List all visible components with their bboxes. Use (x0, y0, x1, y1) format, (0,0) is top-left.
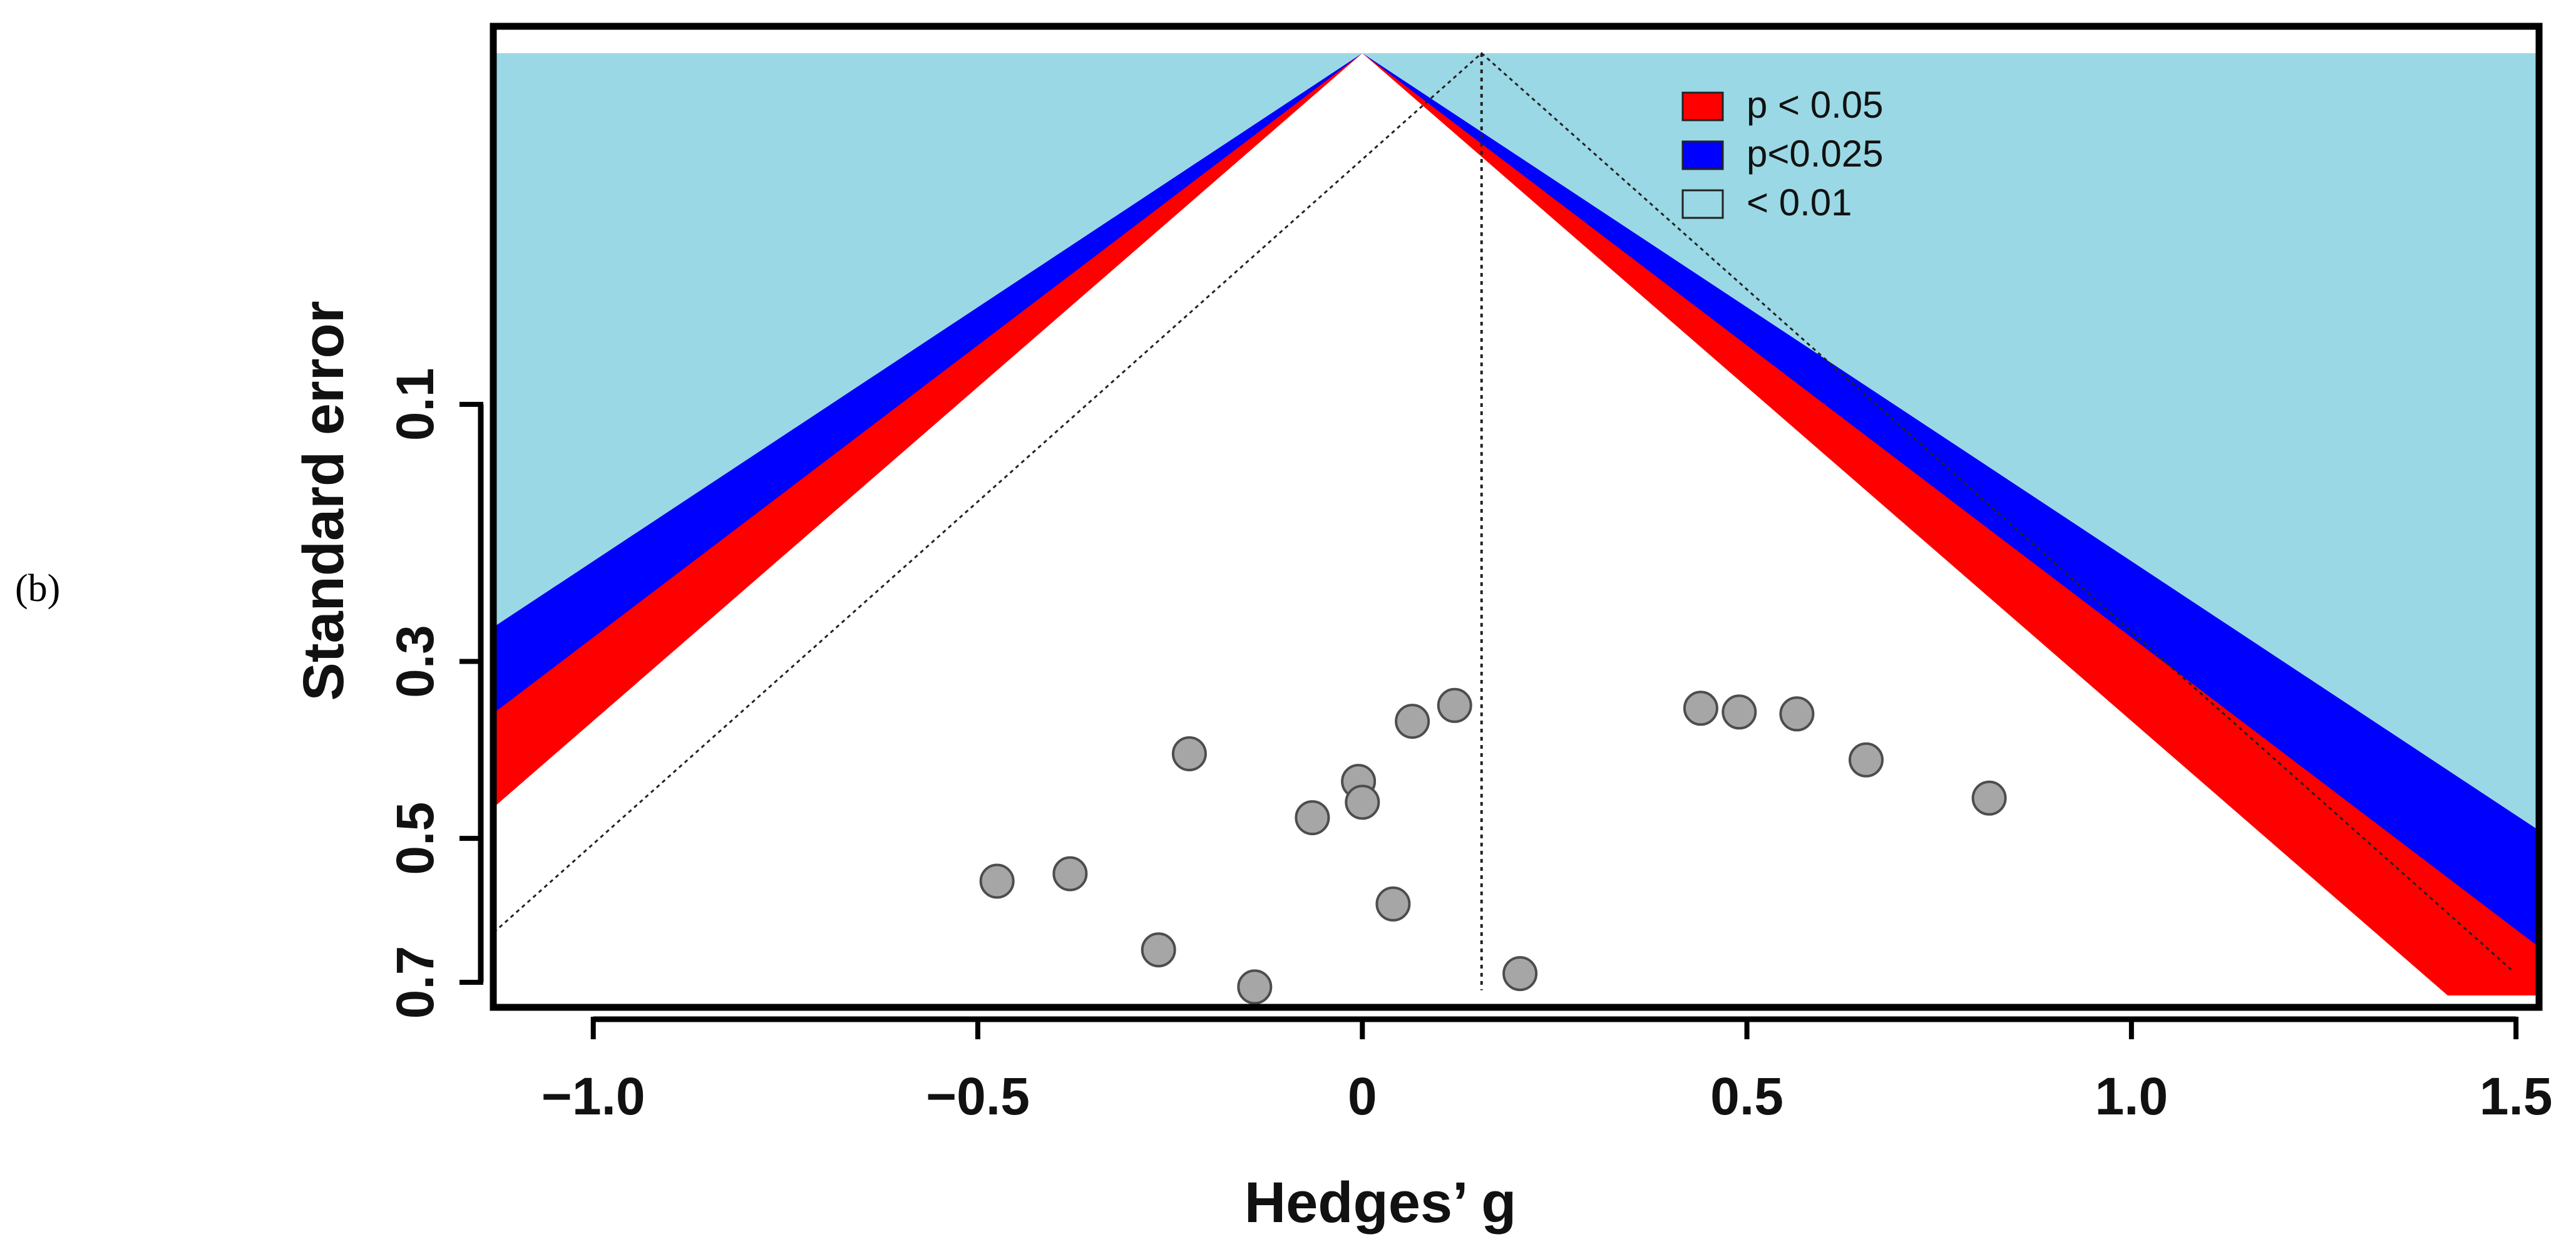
plot-frame (490, 23, 2543, 1011)
legend: p < 0.05 p<0.025 < 0.01 (1681, 84, 1884, 224)
x-axis-label: Hedges’ g (1244, 1171, 1517, 1235)
y-tick-label: 0.7 (386, 946, 444, 1019)
study-point-15 (1141, 932, 1176, 968)
panel-label: (b) (15, 567, 60, 610)
y-axis: 0.1 0.3 0.5 0.7 (386, 368, 484, 1019)
y-tick-label: 0.3 (386, 625, 444, 698)
x-tick-label: 0.5 (1710, 1067, 1783, 1126)
study-point-10 (1849, 742, 1884, 778)
x-axis: −1.0 −0.5 0 0.5 1.0 1.5 (541, 1016, 2553, 1126)
x-tick-label: 1.0 (2095, 1067, 2168, 1126)
study-point-3 (1171, 736, 1207, 771)
study-point-9 (1779, 696, 1815, 732)
study-point-17 (1237, 969, 1273, 1005)
study-points (979, 687, 2007, 1005)
x-tick-label: 1.5 (2480, 1067, 2553, 1126)
legend-label-p01: < 0.01 (1747, 182, 1852, 224)
legend-swatch-p05 (1681, 91, 1724, 121)
study-point-8 (1722, 694, 1757, 730)
study-point-14 (1375, 886, 1411, 922)
study-point-5 (1345, 784, 1380, 820)
study-point-2 (1395, 704, 1430, 739)
x-tick-label: −1.0 (541, 1067, 645, 1126)
study-point-12 (1052, 856, 1088, 892)
study-point-7 (1683, 691, 1718, 726)
x-tick-label: −0.5 (926, 1067, 1030, 1126)
nonsignificant-region (493, 53, 2448, 995)
legend-swatch-p01 (1681, 189, 1724, 219)
study-point-13 (979, 863, 1015, 899)
study-point-6 (1295, 800, 1330, 836)
study-point-11 (1971, 780, 2007, 816)
y-tick-label: 0.1 (386, 368, 444, 441)
x-tick-label: 0 (1348, 1067, 1377, 1126)
y-axis-label: Standard error (292, 301, 356, 701)
legend-label-p05: p < 0.05 (1747, 84, 1884, 126)
legend-swatch-p025 (1681, 140, 1724, 170)
study-point-16 (1502, 956, 1538, 992)
legend-label-p025: p<0.025 (1747, 133, 1884, 175)
study-point-1 (1437, 687, 1472, 723)
y-tick-label: 0.5 (386, 802, 444, 875)
